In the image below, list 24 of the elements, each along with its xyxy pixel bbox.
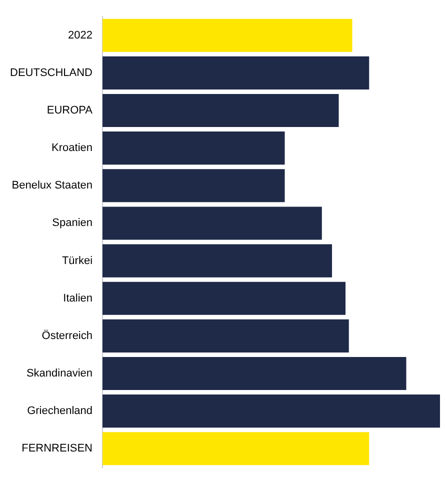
bar <box>102 394 440 428</box>
y-tick-label: Türkei <box>62 254 93 267</box>
y-tick-label: Benelux Staaten <box>12 180 93 192</box>
bar <box>102 94 339 128</box>
bar <box>102 282 346 315</box>
y-tick-label: DEUTSCHLAND <box>10 66 93 79</box>
bar <box>102 56 370 90</box>
y-tick-label: 2022 <box>68 29 93 42</box>
bar <box>102 319 349 352</box>
bar <box>102 18 352 52</box>
y-tick-label: Spanien <box>52 217 93 230</box>
y-tick-label: Österreich <box>42 328 93 342</box>
bar <box>102 132 285 165</box>
y-tick-label: Italien <box>63 292 93 304</box>
y-tick-label: Kroatien <box>52 142 93 154</box>
bar <box>102 206 322 240</box>
y-tick-label: Skandinavien <box>26 368 93 380</box>
y-tick-label: FERNREISEN <box>22 442 93 455</box>
bar <box>102 244 332 278</box>
bar <box>102 356 406 390</box>
y-tick-label: EUROPA <box>46 104 94 117</box>
y-tick-label: Griechenland <box>27 405 93 418</box>
bar <box>102 169 285 202</box>
bar <box>102 432 370 466</box>
